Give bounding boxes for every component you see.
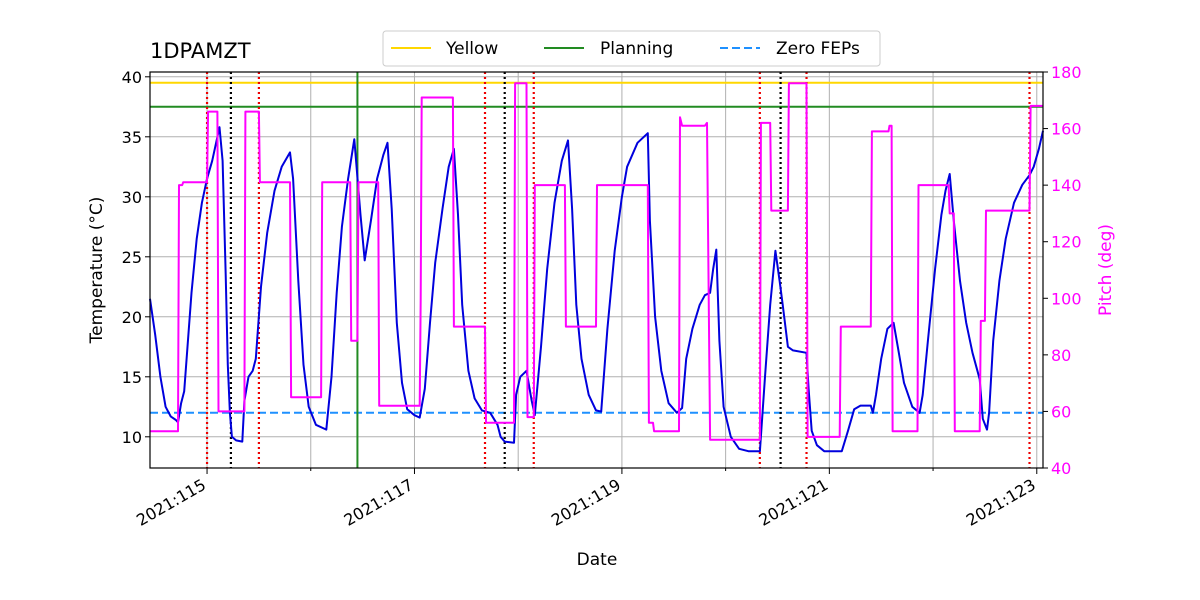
legend-zero-feps-label: Zero FEPs: [776, 39, 860, 59]
chart-title: 1DPAMZT: [150, 39, 251, 63]
series-temperature-line: [149, 126, 1044, 453]
y2-tick-label: 120: [1051, 233, 1082, 252]
y2-tick-label: 80: [1051, 346, 1071, 365]
y-tick-label: 15: [122, 368, 142, 387]
y-axis-label: Temperature (°C): [87, 197, 107, 345]
y-tick-label: 20: [122, 308, 142, 327]
legend-box: [382, 30, 881, 67]
y-tick-label: 25: [122, 248, 142, 267]
y-tick-label: 40: [122, 68, 142, 87]
legend-planning-label: Planning: [600, 39, 673, 59]
y2-tick-label: 140: [1051, 176, 1082, 195]
x-axis-label: Date: [577, 550, 618, 570]
legend-yellow-label: Yellow: [445, 39, 498, 59]
y2-tick-label: 180: [1051, 63, 1082, 82]
y2-tick-label: 60: [1051, 402, 1071, 421]
y-tick-label: 10: [122, 428, 142, 447]
legend: Yellow Planning Zero FEPs: [382, 30, 881, 67]
y2-tick-label: 160: [1051, 120, 1082, 139]
y2-tick-label: 40: [1051, 459, 1071, 478]
y2-axis-label: Pitch (deg): [1096, 224, 1116, 316]
plot-data: [149, 72, 1044, 468]
series-pitch-line: [150, 82, 1043, 441]
y-tick-label: 35: [122, 128, 142, 147]
plot-frame: [149, 71, 1044, 469]
y2-tick-label: 100: [1051, 289, 1082, 308]
y-tick-label: 30: [122, 188, 142, 207]
